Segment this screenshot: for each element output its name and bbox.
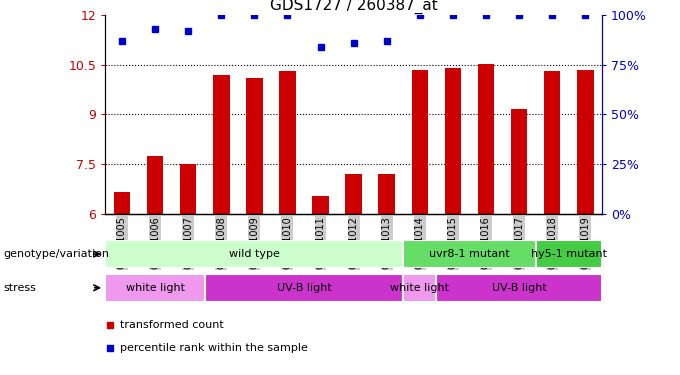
Bar: [511, 110, 528, 214]
Bar: [180, 164, 197, 214]
Bar: [312, 195, 329, 214]
Bar: [105, 240, 403, 268]
Bar: [403, 274, 437, 302]
Text: stress: stress: [3, 283, 36, 293]
Bar: [105, 274, 205, 302]
Bar: [445, 68, 461, 214]
Bar: [213, 75, 230, 214]
Bar: [114, 192, 131, 214]
Text: genotype/variation: genotype/variation: [3, 249, 109, 259]
Bar: [544, 71, 560, 214]
Text: UV-B light: UV-B light: [492, 283, 547, 293]
Text: transformed count: transformed count: [120, 320, 224, 330]
Title: GDS1727 / 260387_at: GDS1727 / 260387_at: [270, 0, 437, 13]
Bar: [437, 274, 602, 302]
Text: white light: white light: [126, 283, 184, 293]
Text: white light: white light: [390, 283, 449, 293]
Text: percentile rank within the sample: percentile rank within the sample: [120, 343, 308, 353]
Text: hy5-1 mutant: hy5-1 mutant: [530, 249, 607, 259]
Bar: [577, 70, 594, 214]
Text: UV-B light: UV-B light: [277, 283, 331, 293]
Bar: [246, 78, 262, 214]
Text: wild type: wild type: [229, 249, 279, 259]
Bar: [477, 64, 494, 214]
Bar: [345, 174, 362, 214]
Bar: [403, 240, 536, 268]
Bar: [411, 70, 428, 214]
Bar: [536, 240, 602, 268]
Bar: [205, 274, 403, 302]
Text: uvr8-1 mutant: uvr8-1 mutant: [429, 249, 510, 259]
Bar: [378, 174, 395, 214]
Bar: [147, 156, 163, 214]
Bar: [279, 71, 296, 214]
